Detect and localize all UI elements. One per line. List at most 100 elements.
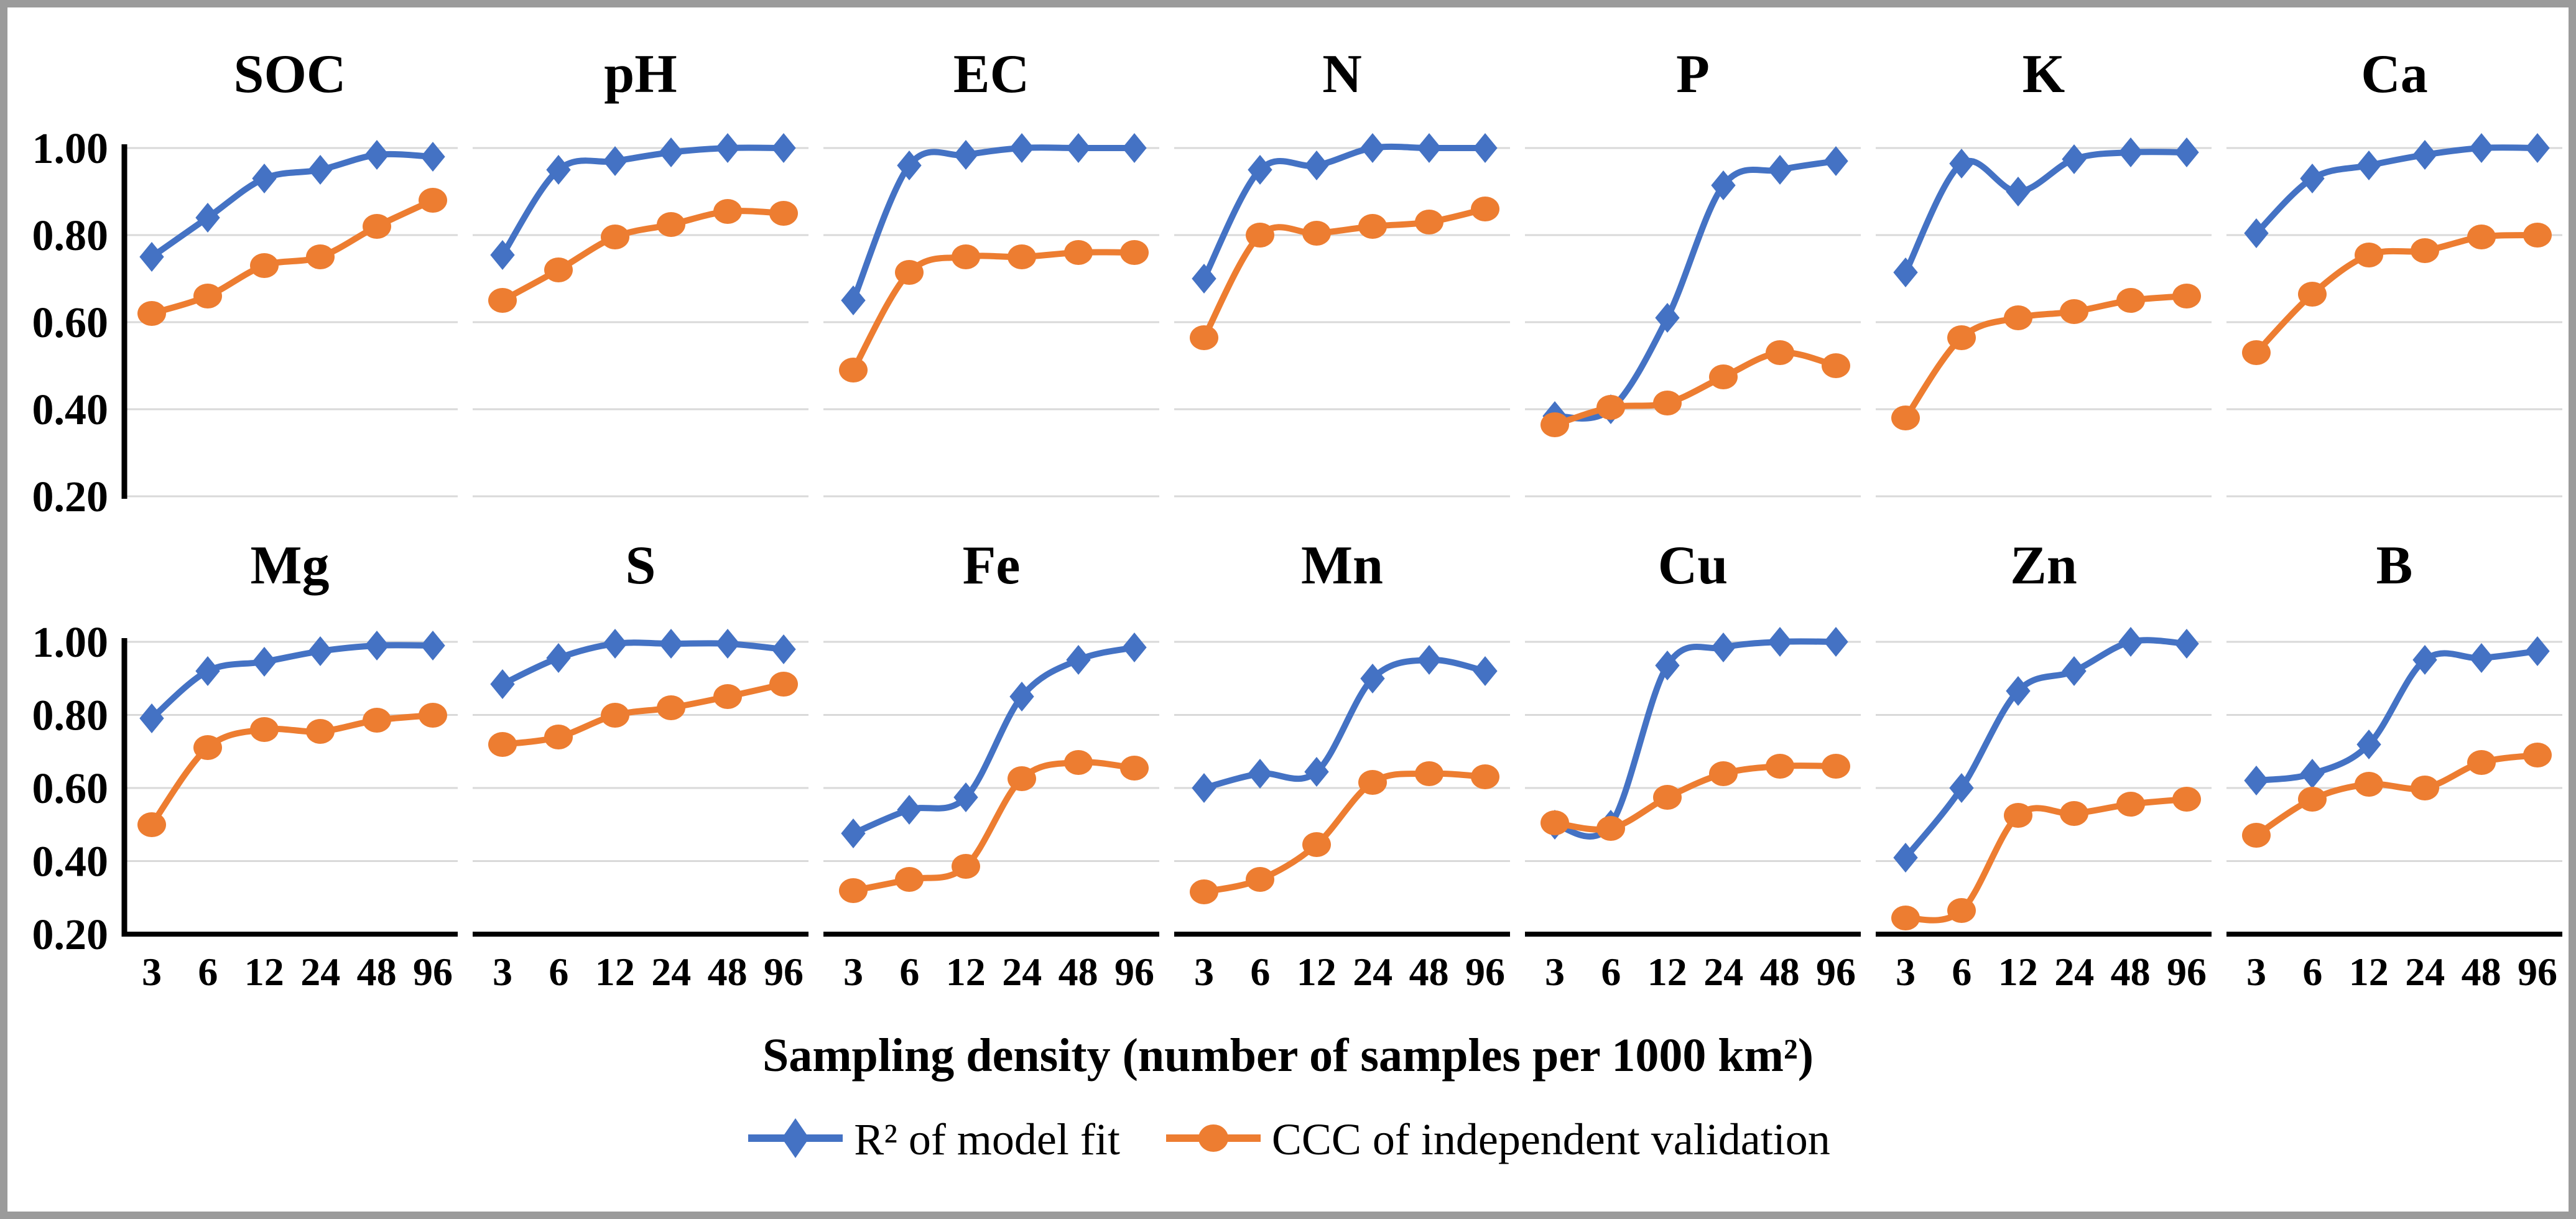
y-tick-label: 0.20 [32, 911, 109, 959]
r2-marker-diamond-icon [364, 631, 389, 660]
r2-marker-diamond-icon [1711, 633, 1736, 662]
ccc-marker-circle-icon [1947, 325, 1976, 350]
ccc-marker-circle-icon [1822, 353, 1850, 378]
r2-marker-diamond-icon [490, 669, 515, 699]
r2-marker-diamond-icon [953, 782, 978, 812]
r2-marker-diamond-icon [2356, 730, 2381, 759]
ccc-marker-circle-icon [1653, 391, 1682, 415]
x-tick-label: 12 [1647, 950, 1687, 994]
ccc-marker-circle-icon [488, 288, 517, 313]
r2-marker-diamond-icon [1360, 664, 1385, 693]
panel-plot-Zn: 3 6 12 24 48 96 Zn [1876, 535, 2212, 994]
ccc-marker-circle-icon [1302, 221, 1331, 246]
r2-marker-diamond-icon [195, 203, 220, 233]
r2-marker-diamond-icon [252, 647, 277, 677]
y-tick-label: 0.60 [32, 299, 109, 347]
r2-marker-diamond-icon [897, 151, 922, 180]
r2-line [499, 144, 784, 257]
ccc-marker-circle-icon [137, 301, 166, 326]
panel-title: B [2376, 535, 2413, 596]
ccc-marker-circle-icon [1358, 214, 1387, 239]
ccc-marker-circle-icon [2060, 801, 2088, 826]
r2-marker-diamond-icon [1009, 682, 1034, 711]
r2-marker-diamond-icon [1192, 773, 1216, 803]
r2-marker-diamond-icon [139, 703, 164, 733]
ccc-marker-circle-icon [1891, 406, 1920, 430]
r2-marker-diamond-icon [1066, 645, 1091, 675]
x-tick-label: 24 [300, 950, 340, 994]
ccc-marker-circle-icon [1064, 240, 1093, 265]
x-tick-label: 24 [651, 950, 691, 994]
r2-marker-diamond-icon [1768, 155, 1792, 185]
y-tick-label: 1.00 [32, 619, 109, 667]
r2-marker-diamond-icon [308, 155, 333, 185]
r2-marker-diamond-icon [139, 242, 164, 272]
ccc-marker-circle-icon [2467, 225, 2496, 249]
ccc-marker-circle-icon [1596, 816, 1625, 841]
ccc-marker-circle-icon [419, 188, 447, 213]
r2-marker-diamond-icon [2006, 177, 2031, 206]
x-tick-label: 48 [1760, 950, 1800, 994]
legend-item-ccc: CCC of independent validation [1164, 1113, 1830, 1166]
ccc-marker-circle-icon [250, 253, 279, 278]
r2-marker-diamond-icon [2174, 137, 2199, 167]
x-tick-label: 96 [413, 950, 453, 994]
y-tick-label: 0.80 [32, 212, 109, 260]
r2-marker-diamond-icon [603, 146, 628, 176]
r2-marker-diamond-icon [771, 133, 796, 163]
r2-marker-diamond-icon [1823, 146, 1848, 176]
r2-marker-diamond-icon [2118, 137, 2143, 167]
x-tick-label: 3 [493, 950, 512, 994]
x-tick-label: 24 [2054, 950, 2094, 994]
x-tick-label: 48 [1059, 950, 1098, 994]
x-tick-label: 48 [1409, 950, 1449, 994]
panel-plot-Fe: 3 6 12 24 48 96 Fe [823, 535, 1159, 994]
x-tick-label: 24 [2405, 950, 2445, 994]
ccc-marker-circle-icon [1471, 197, 1499, 221]
x-tick-label: 3 [843, 950, 863, 994]
panel-Fe: 3 6 12 24 48 96 Fe [823, 535, 1159, 1020]
panel-plot-Mn: 3 6 12 24 48 96 Mn [1174, 535, 1510, 994]
panel-P: P [1525, 19, 1861, 535]
panel-Cu: 3 6 12 24 48 96 Cu [1525, 535, 1861, 1020]
x-tick-label: 96 [2167, 950, 2207, 994]
r2-marker-diamond-icon [2244, 218, 2269, 248]
panel-title: Zn [2010, 535, 2077, 596]
ccc-marker-circle-icon [306, 719, 335, 744]
ccc-marker-circle-icon [2411, 776, 2439, 800]
y-tick-label: 0.40 [32, 838, 109, 886]
ccc-marker-circle-icon [1541, 412, 1569, 437]
ccc-marker-circle-icon [193, 284, 222, 308]
ccc-line [1203, 770, 1486, 895]
ccc-marker-circle-icon [1596, 395, 1625, 420]
r2-marker-diamond-icon [2244, 766, 2269, 795]
ccc-marker-circle-icon [601, 703, 629, 728]
r2-marker-diamond-icon [1066, 133, 1091, 163]
x-tick-label: 3 [1896, 950, 1916, 994]
ccc-marker-circle-icon [2355, 243, 2383, 267]
ccc-marker-circle-icon [713, 199, 742, 224]
panel-Ca: Ca [2226, 19, 2562, 535]
r2-marker-diamond-icon [1949, 773, 1974, 803]
r2-marker-diamond-icon [2412, 645, 2437, 675]
x-tick-label: 6 [549, 950, 568, 994]
panel-SOC: 1.00 0.80 0.60 0.40 0.20 SOC [16, 19, 458, 535]
r2-marker-diamond-icon [897, 795, 922, 825]
panel-title: S [626, 535, 656, 596]
r2-marker-diamond-icon [1248, 759, 1272, 789]
r2-line [850, 144, 1134, 302]
x-tick-label: 96 [1465, 950, 1505, 994]
ccc-line [149, 712, 433, 827]
ccc-marker-circle-icon [895, 867, 924, 892]
ccc-marker-circle-icon [1471, 764, 1499, 789]
legend: R² of model fit CCC of independent valid… [7, 1113, 2569, 1166]
r2-line [1902, 149, 2187, 274]
ccc-marker-circle-icon [1302, 832, 1331, 857]
r2-marker-diamond-icon [2356, 151, 2381, 180]
panel-plot-K: K [1876, 44, 2212, 498]
ccc-marker-circle-icon [363, 214, 391, 239]
ccc-marker-circle-icon [2060, 299, 2088, 324]
ccc-marker-circle-icon [601, 225, 629, 249]
panel-plot-S: 3 6 12 24 48 96 S [473, 535, 808, 994]
ccc-marker-circle-icon [1766, 754, 1794, 779]
